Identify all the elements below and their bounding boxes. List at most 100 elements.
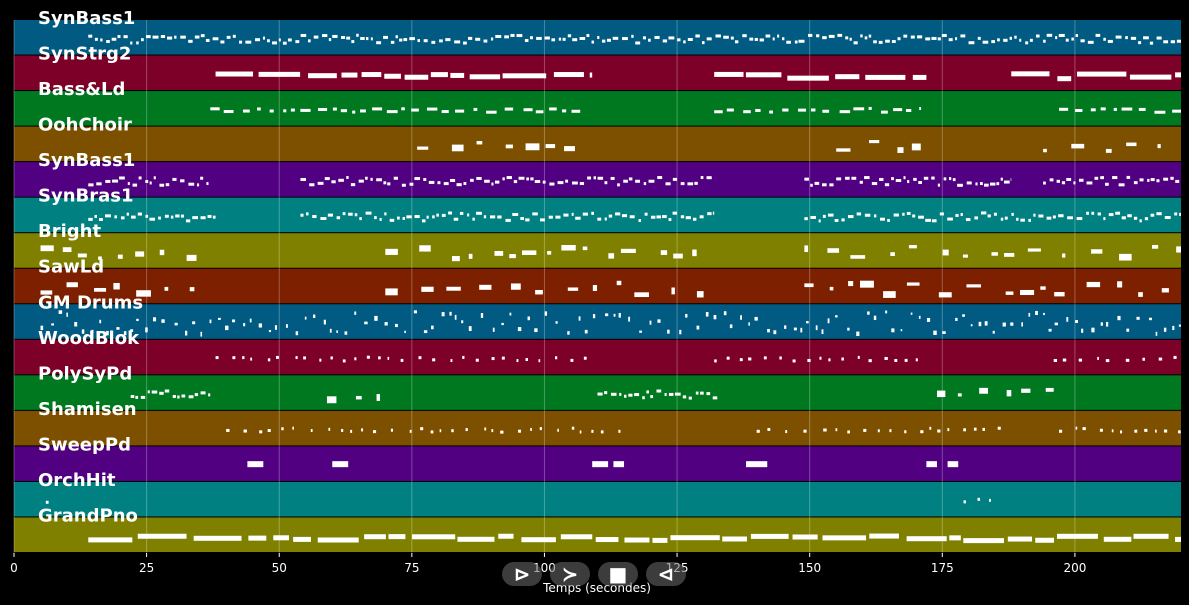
note: [88, 217, 93, 221]
note: [868, 359, 872, 363]
note: [1010, 322, 1014, 326]
note: [869, 140, 880, 144]
note: [267, 429, 271, 433]
note: [654, 35, 660, 39]
prev-button[interactable]: ⊲: [646, 562, 686, 586]
note: [1079, 178, 1084, 182]
track-label: Bass&Ld: [38, 79, 125, 100]
note: [836, 177, 842, 181]
note: [388, 534, 406, 540]
note: [977, 36, 981, 40]
note: [942, 331, 946, 334]
note: [96, 182, 102, 186]
note: [955, 317, 958, 321]
note: [906, 536, 947, 542]
note: [970, 324, 973, 327]
note: [456, 183, 462, 187]
note: [421, 286, 434, 292]
note: [648, 179, 655, 183]
note: [269, 109, 274, 113]
note: [1053, 358, 1058, 362]
note: [926, 461, 937, 468]
stop-button[interactable]: ■: [598, 562, 638, 586]
note: [638, 218, 641, 222]
note: [941, 33, 947, 37]
note: [938, 292, 952, 298]
note: [712, 211, 715, 215]
note: [441, 213, 446, 217]
note: [119, 176, 125, 180]
note: [650, 395, 654, 399]
note: [200, 391, 206, 395]
note: [450, 72, 465, 78]
note: [105, 179, 111, 183]
note: [312, 215, 317, 219]
note: [1025, 41, 1029, 45]
note: [982, 40, 989, 44]
note: [149, 217, 156, 221]
note: [94, 37, 98, 41]
note: [1004, 180, 1010, 184]
note: [147, 390, 150, 394]
note: [1011, 212, 1014, 216]
note: [923, 176, 929, 180]
note: [365, 176, 368, 180]
note: [209, 319, 212, 324]
note: [1019, 38, 1022, 42]
note: [769, 110, 773, 114]
note: [571, 426, 575, 430]
note: [591, 429, 594, 433]
note: [1075, 319, 1078, 323]
note: [40, 325, 44, 331]
note: [506, 176, 512, 180]
note: [1080, 39, 1085, 43]
note: [290, 108, 295, 112]
first-button[interactable]: ⊳: [502, 562, 542, 586]
note: [849, 37, 852, 41]
note: [257, 107, 261, 111]
note: [45, 500, 49, 504]
note: [376, 394, 381, 401]
note: [544, 36, 550, 40]
note: [835, 315, 838, 318]
note: [1125, 358, 1130, 362]
note: [628, 177, 633, 181]
note: [94, 287, 107, 292]
note: [907, 180, 910, 184]
note: [193, 535, 242, 541]
note: [629, 215, 635, 219]
track-label: GM Drums: [38, 292, 143, 313]
note: [328, 38, 332, 42]
note: [476, 141, 483, 145]
note: [1178, 430, 1181, 434]
note: [215, 356, 219, 360]
note: [990, 182, 996, 186]
note: [910, 35, 915, 39]
note: [642, 36, 647, 40]
note: [804, 245, 809, 252]
note: [729, 324, 733, 329]
note: [313, 314, 316, 318]
note: [417, 39, 420, 43]
next-button[interactable]: ≻: [550, 562, 590, 586]
note: [975, 182, 978, 186]
note: [631, 34, 634, 38]
note: [918, 181, 922, 185]
note: [475, 211, 482, 215]
note: [223, 110, 234, 114]
note: [300, 108, 311, 112]
note: [1156, 179, 1160, 183]
note: [443, 182, 449, 186]
note: [792, 534, 818, 540]
note: [431, 325, 434, 330]
note: [545, 144, 556, 149]
note: [565, 179, 569, 183]
note: [695, 34, 700, 38]
note: [819, 356, 822, 360]
note: [622, 37, 628, 41]
note: [390, 40, 395, 44]
note: [376, 178, 382, 182]
note: [650, 215, 656, 219]
note: [823, 428, 827, 432]
note: [360, 109, 366, 113]
